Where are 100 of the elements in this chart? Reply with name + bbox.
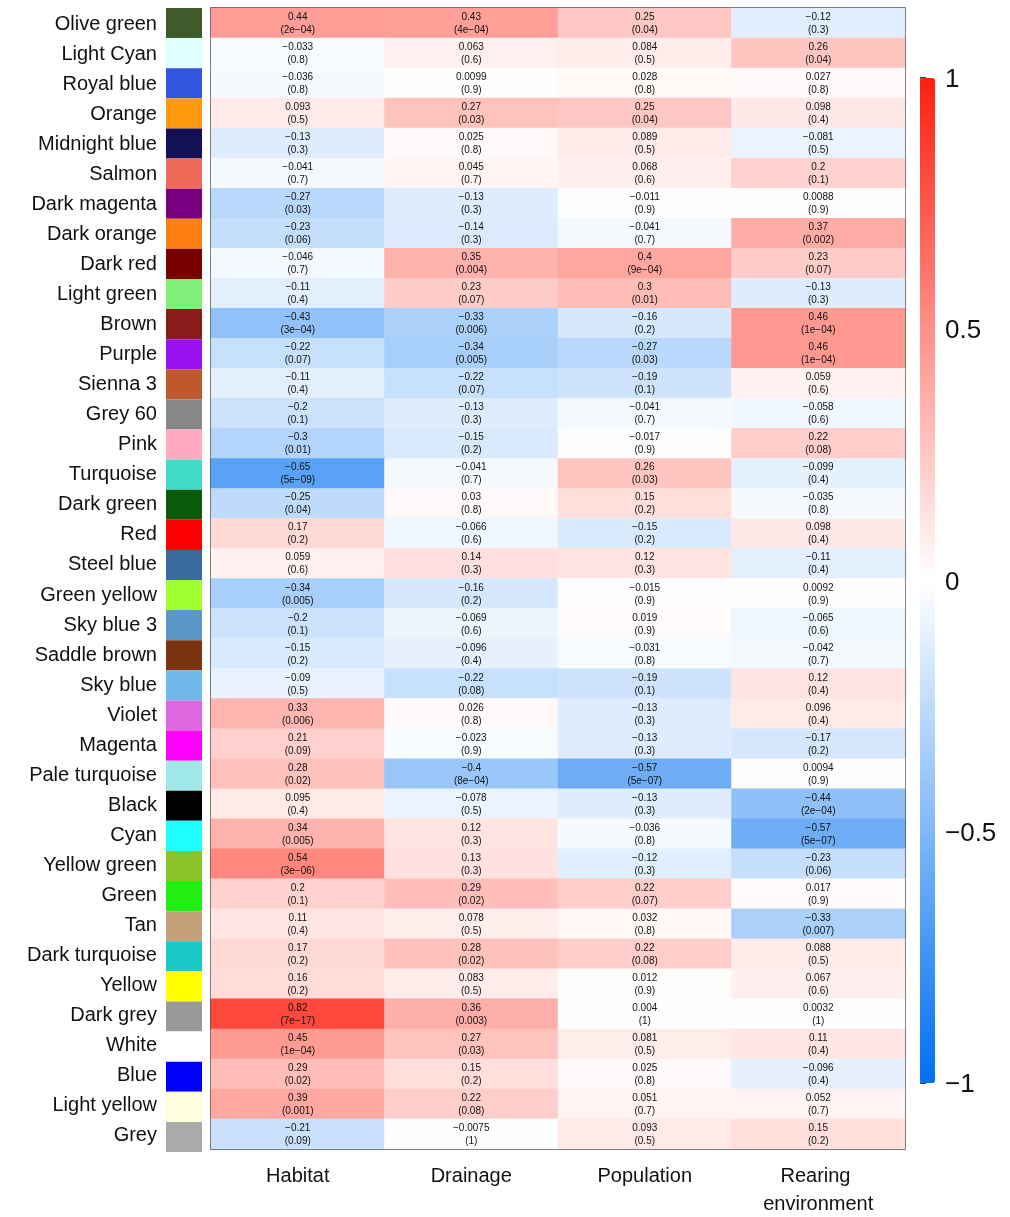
data-label: −0.2 (0.1) xyxy=(287,401,309,426)
data-label: 0.25 (0.04) xyxy=(631,101,658,126)
data-label: −0.023 (0.9) xyxy=(455,731,488,756)
data-label: 0.017 (0.9) xyxy=(805,881,832,906)
data-label: −0.015 (0.9) xyxy=(629,581,661,606)
data-label: 0.068 (0.6) xyxy=(632,161,658,186)
data-label: −0.33 (0.006) xyxy=(455,311,488,336)
y-tick-label: Orange xyxy=(90,102,157,125)
data-label: 0.34 (0.005) xyxy=(281,821,314,846)
data-label: −0.0075 (1) xyxy=(453,1121,490,1146)
data-label: 0.35 (0.004) xyxy=(455,251,488,276)
y-tick-label: Sky blue 3 xyxy=(63,612,157,635)
data-label: −0.15 (0.2) xyxy=(285,641,311,666)
data-label: 0.17 (0.2) xyxy=(287,521,309,546)
data-label: 0.15 (0.2) xyxy=(634,491,656,516)
data-label: −0.22 (0.08) xyxy=(458,671,485,696)
data-label: 0.012 (0.9) xyxy=(632,971,658,996)
y-tick-label: Royal blue xyxy=(62,72,157,95)
data-label: 0.15 (0.2) xyxy=(460,1061,482,1086)
data-label: 0.28 (0.02) xyxy=(458,941,485,966)
data-label: −0.13 (0.3) xyxy=(805,281,832,306)
data-label: −0.33 (0.007) xyxy=(802,911,835,936)
data-label: 0.12 (0.3) xyxy=(460,821,482,846)
data-label: 0.54 (3e−06) xyxy=(280,851,316,876)
y-tick-label: Pale turquoise xyxy=(29,762,157,785)
y-tick-label: Grey 60 xyxy=(85,402,157,425)
data-label: 0.0092 (0.9) xyxy=(802,581,834,606)
data-label: −0.16 (0.2) xyxy=(458,581,485,606)
data-label: −0.041 (0.7) xyxy=(629,401,661,426)
y-tick-label: Black xyxy=(108,792,158,815)
data-label: 0.045 (0.7) xyxy=(458,161,485,186)
data-label: 0.12 (0.4) xyxy=(807,671,829,696)
data-label: 0.067 (0.6) xyxy=(805,971,832,996)
y-tick-label: Light green xyxy=(56,282,157,305)
data-label: −0.27 (0.03) xyxy=(631,341,658,366)
data-label: −0.13 (0.3) xyxy=(632,701,658,726)
data-label: −0.033 (0.8) xyxy=(282,41,314,66)
data-label: 0.0032 (1) xyxy=(802,1001,834,1026)
y-tick-label: Midnight blue xyxy=(38,132,157,155)
y-tick-label: Pink xyxy=(118,432,158,455)
data-label: −0.046 (0.7) xyxy=(282,251,314,276)
data-label: 0.11 (0.4) xyxy=(287,911,309,936)
y-tick-label: Yellow green xyxy=(43,852,157,875)
data-label: 0.82 (7e−17) xyxy=(280,1001,316,1026)
data-label: −0.2 (0.1) xyxy=(287,611,309,636)
data-label: −0.078 (0.5) xyxy=(455,791,488,816)
data-label: 0.051 (0.7) xyxy=(632,1091,658,1116)
data-label: 0.27 (0.03) xyxy=(458,1031,485,1056)
data-label: 0.081 (0.5) xyxy=(632,1031,658,1056)
data-label: 0.26 (0.03) xyxy=(631,461,658,486)
data-label: 0.025 (0.8) xyxy=(458,131,485,156)
data-label: 0.083 (0.5) xyxy=(458,971,485,996)
data-label: 0.11 (0.4) xyxy=(807,1031,829,1056)
y-tick-label: Sienna 3 xyxy=(78,372,157,395)
data-label: 0.45 (1e−04) xyxy=(280,1031,316,1056)
data-label: −0.25 (0.04) xyxy=(284,491,311,516)
data-label: 0.078 (0.5) xyxy=(458,911,485,936)
y-tick-label: Saddle brown xyxy=(34,642,157,665)
data-label: −0.44 (2e−04) xyxy=(800,791,836,816)
data-label: −0.096 (0.4) xyxy=(455,641,488,666)
color-bar-label: 1 xyxy=(945,63,960,93)
y-tick-label: Dark green xyxy=(58,492,157,515)
data-label: 0.2 (0.1) xyxy=(807,161,829,186)
data-label: 0.23 (0.07) xyxy=(458,281,485,306)
data-label: 0.098 (0.4) xyxy=(805,101,832,126)
data-label: 0.12 (0.3) xyxy=(634,551,656,576)
data-label: −0.19 (0.1) xyxy=(632,371,658,396)
data-label: −0.57 (5e−07) xyxy=(627,761,663,786)
data-label: −0.031 (0.8) xyxy=(629,641,661,666)
data-label: 0.22 (0.08) xyxy=(458,1091,485,1116)
y-tick-label: Sky blue xyxy=(80,672,157,695)
color-bar-label: −0.5 xyxy=(945,816,997,847)
y-tick-label: Yellow xyxy=(99,972,158,995)
data-label: 0.4 (9e−04) xyxy=(627,251,663,276)
data-label: 0.0088 (0.9) xyxy=(802,191,834,216)
data-label: −0.19 (0.1) xyxy=(632,671,658,696)
data-label: 0.33 (0.006) xyxy=(281,701,314,726)
data-label: −0.058 (0.6) xyxy=(802,401,835,426)
data-label: 0.059 (0.6) xyxy=(805,371,832,396)
data-label: −0.069 (0.6) xyxy=(455,611,488,636)
data-label: 0.059 (0.6) xyxy=(285,551,311,576)
data-label: 0.3 (0.01) xyxy=(631,281,658,306)
data-label: 0.22 (0.07) xyxy=(631,881,658,906)
data-label: 0.39 (0.001) xyxy=(281,1091,314,1116)
data-label: −0.035 (0.8) xyxy=(802,491,835,516)
data-label: −0.21 (0.09) xyxy=(284,1121,311,1146)
data-label: −0.15 (0.2) xyxy=(632,521,658,546)
data-label: 0.03 (0.8) xyxy=(460,491,482,516)
data-label: −0.036 (0.8) xyxy=(282,71,314,96)
data-label: −0.4 (8e−04) xyxy=(453,761,489,786)
y-tick-label: Green xyxy=(101,882,157,905)
data-label: 0.088 (0.5) xyxy=(805,941,832,966)
data-label: −0.15 (0.2) xyxy=(458,431,485,456)
data-label: 0.063 (0.6) xyxy=(458,41,485,66)
data-label: 0.093 (0.5) xyxy=(632,1121,658,1146)
data-label: 0.0099 (0.9) xyxy=(455,71,487,96)
x-tick-label: Rearing environment xyxy=(763,1164,874,1214)
data-label: 0.095 (0.4) xyxy=(285,791,311,816)
y-tick-label: Tan xyxy=(124,912,157,935)
data-label: 0.027 (0.8) xyxy=(805,71,832,96)
